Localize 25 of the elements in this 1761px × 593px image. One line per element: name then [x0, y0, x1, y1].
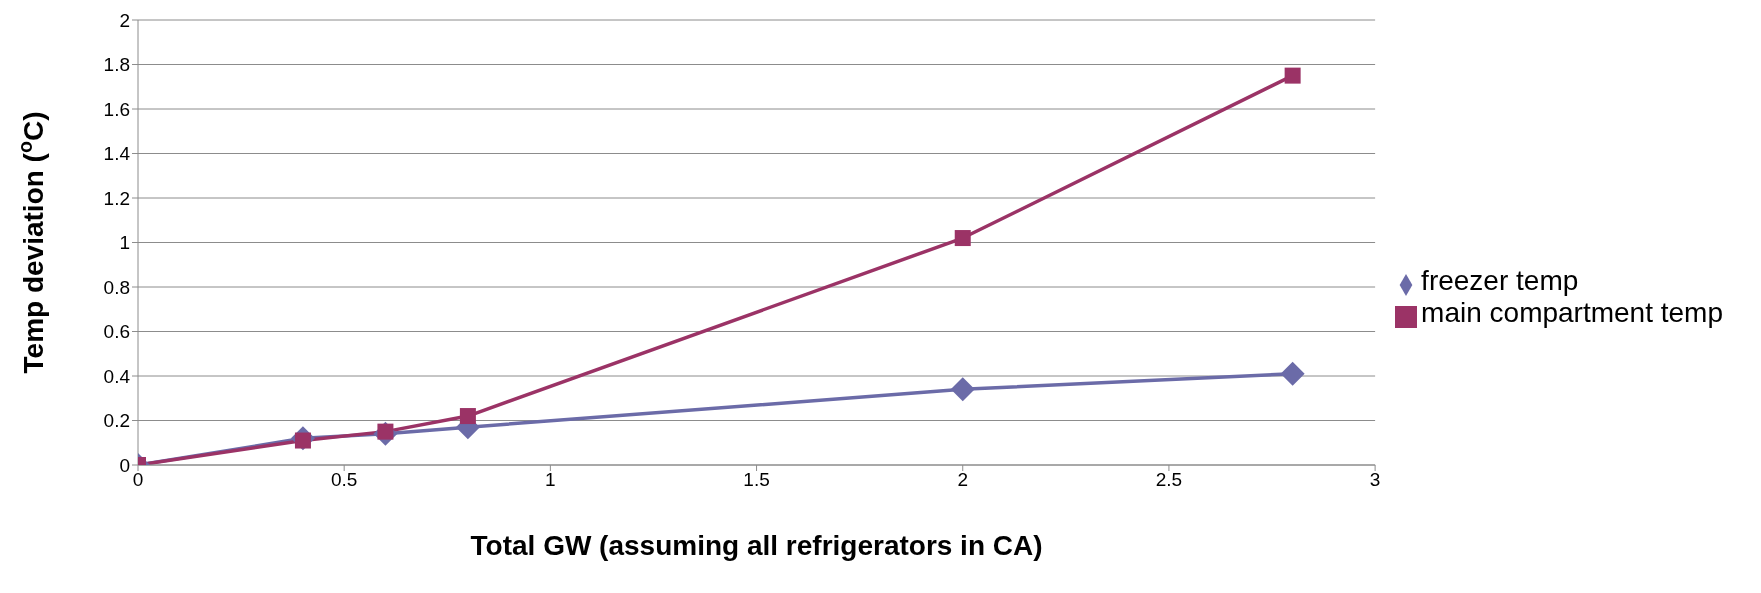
x-tick-label: 1.5	[743, 469, 770, 491]
point	[1284, 67, 1301, 84]
y-tick-label: 1.2	[103, 187, 130, 209]
x-tick-label: 1	[545, 469, 556, 491]
legend-label: main compartment temp	[1421, 296, 1723, 328]
y-tick-label: 1.6	[103, 98, 130, 120]
x-tick-label: 0.5	[330, 469, 358, 491]
point	[459, 408, 476, 425]
y-tick-label: 0.4	[103, 365, 131, 387]
point	[954, 230, 971, 247]
y-tick-label: 1.8	[103, 54, 130, 76]
legend-label: freezer temp	[1421, 264, 1579, 296]
y-tick-label: 1	[119, 232, 130, 254]
point	[1280, 361, 1305, 386]
y-tick-label: 2	[119, 9, 130, 31]
x-tick-label: 2.5	[1155, 469, 1183, 491]
y-tick-label: 0	[119, 454, 130, 476]
y-tick-label: 0.8	[103, 276, 130, 298]
y-tick-label: 1.4	[103, 143, 131, 165]
y-tick-label: 0.6	[103, 321, 130, 343]
x-tick-label: 2	[957, 469, 969, 491]
x-tick-label: 3	[1369, 469, 1381, 491]
x-axis-title: Total GW (assuming all refrigerators in CA)	[470, 530, 1043, 561]
point	[950, 377, 975, 402]
y-tick-label: 0.2	[103, 410, 130, 432]
